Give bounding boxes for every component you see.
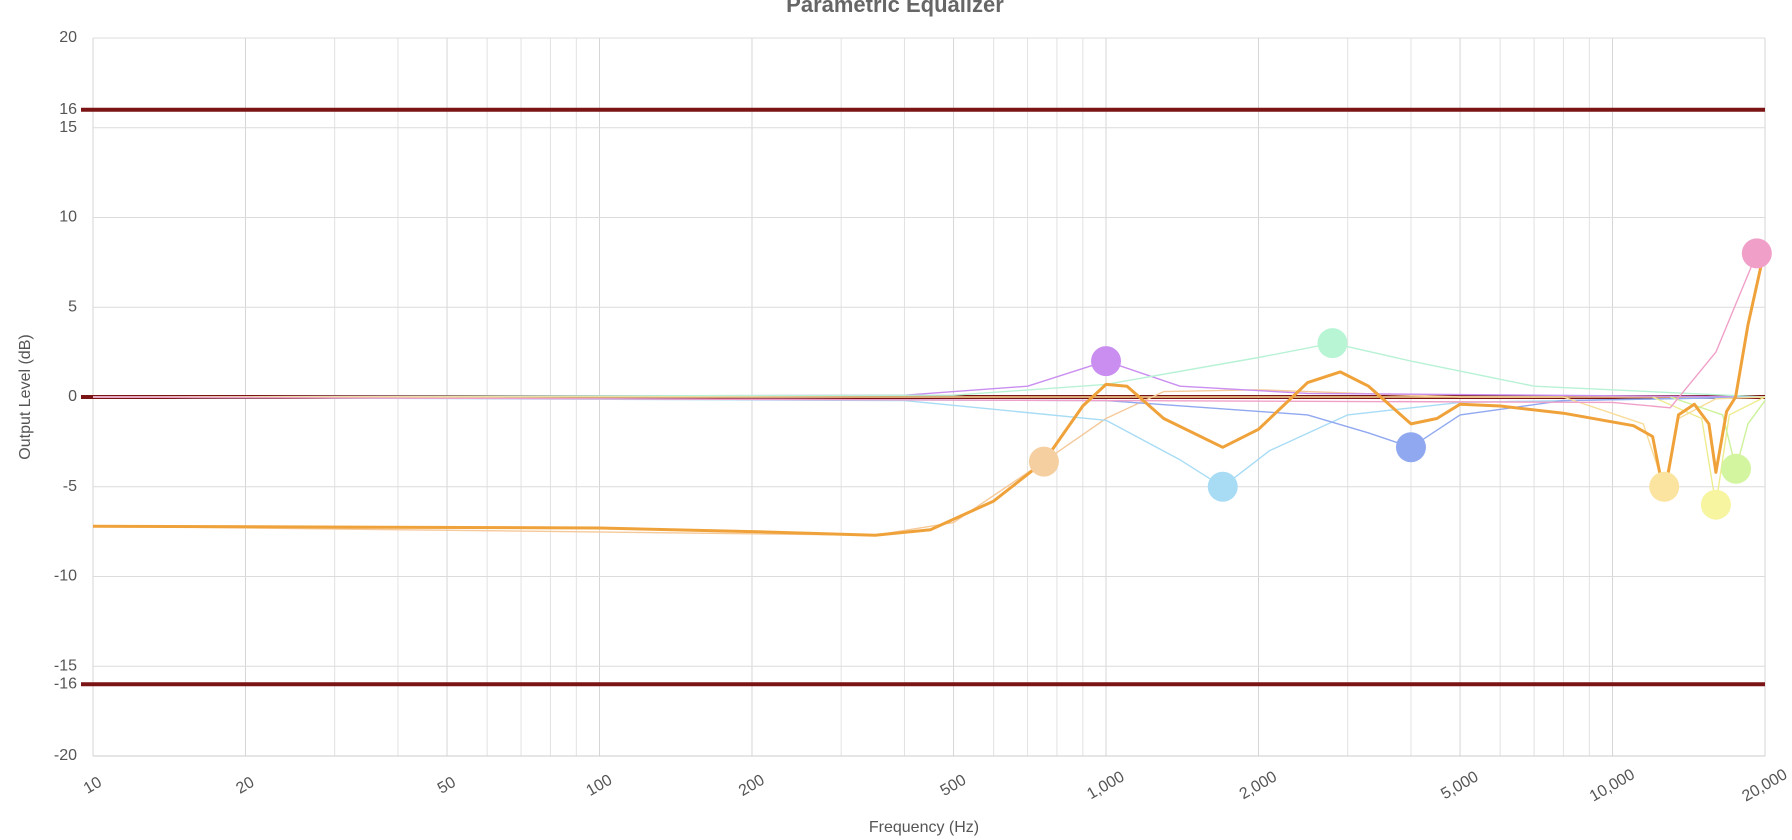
y-tick-label: 15 (59, 119, 77, 136)
filter-node (1028, 446, 1059, 477)
response-curve (92, 396, 1766, 448)
x-tick-label: 5,000 (1438, 768, 1481, 803)
response-curve (92, 252, 1765, 409)
filter-node (1649, 471, 1680, 502)
filter-node (1700, 489, 1731, 520)
filter-node (1317, 328, 1348, 359)
response-curve (92, 396, 1766, 488)
chart-title: Parametric Equalizer (786, 0, 1004, 17)
response-curve (92, 342, 1766, 398)
x-tick-label: 2,000 (1237, 768, 1280, 803)
response-curve (92, 360, 1766, 398)
x-tick-label: 50 (435, 774, 459, 798)
y-tick-label: 10 (59, 209, 77, 226)
filter-node (1741, 238, 1772, 269)
x-tick-label: 1,000 (1084, 768, 1127, 803)
response-curve (92, 389, 1765, 536)
filter-node (1721, 453, 1752, 484)
filter-node (1207, 471, 1238, 502)
filter-node (1395, 432, 1426, 463)
response-curve (92, 247, 1767, 537)
x-tick-label: 20,000 (1739, 766, 1790, 805)
x-tick-label: 10,000 (1587, 766, 1638, 805)
x-tick-label: 200 (736, 772, 768, 800)
y-tick-label: -5 (63, 478, 77, 495)
response-curve (93, 396, 1766, 488)
x-tick-label: 10 (81, 774, 105, 798)
y-tick-label: 16 (59, 101, 77, 118)
x-axis-label: Frequency (Hz) (869, 819, 979, 836)
x-tick-label: 100 (584, 772, 616, 800)
y-axis-label: Output Level (dB) (17, 334, 34, 459)
x-tick-label: 500 (938, 772, 970, 800)
filter-node (1091, 346, 1122, 377)
y-tick-label: 5 (68, 298, 77, 315)
x-tick-label: 20 (233, 774, 257, 798)
y-tick-label: -16 (54, 675, 77, 692)
y-tick-label: 20 (59, 29, 77, 46)
y-tick-label: -20 (54, 747, 77, 764)
y-tick-label: -10 (54, 568, 77, 585)
y-tick-label: -15 (54, 657, 77, 674)
y-tick-label: 0 (68, 388, 77, 405)
